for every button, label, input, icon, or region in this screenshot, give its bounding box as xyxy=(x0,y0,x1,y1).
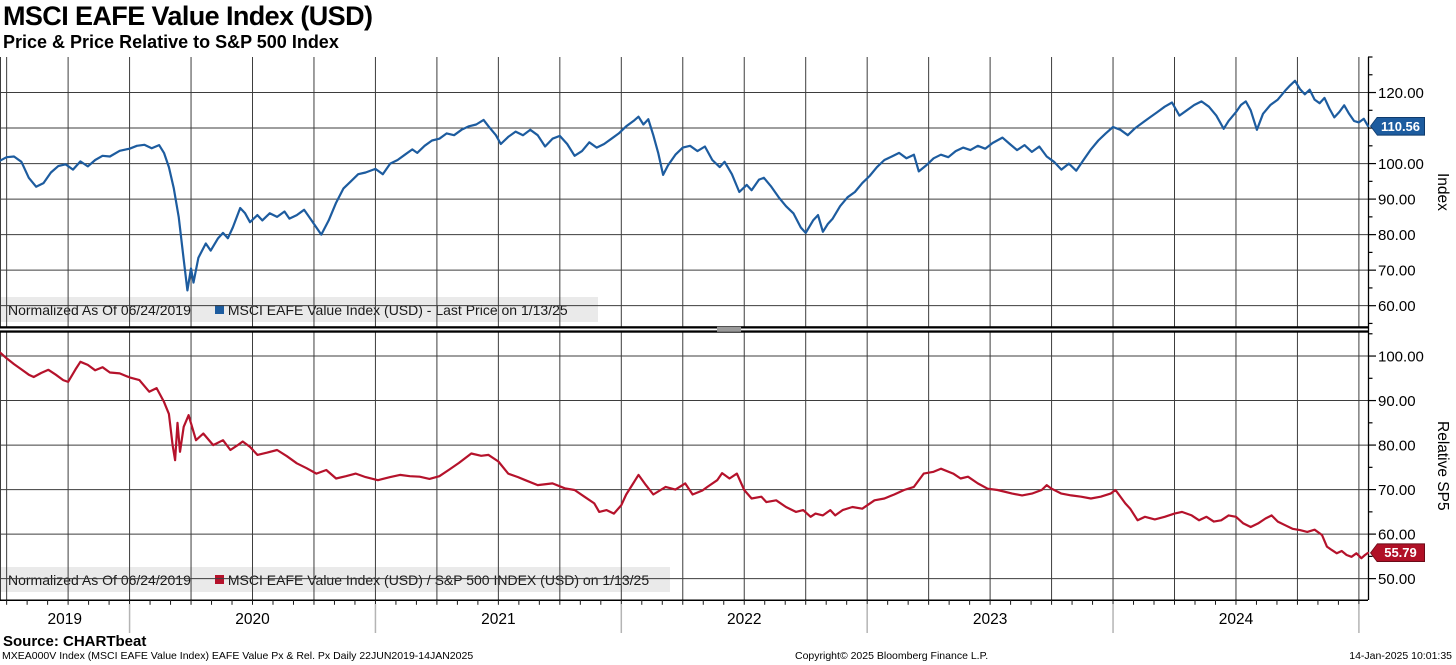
ticker-meta-label: MXEA000V Index (MSCI EAFE Value Index) E… xyxy=(2,650,474,662)
year-label: 2021 xyxy=(481,611,515,628)
y-axis-title-index: Index xyxy=(1434,173,1451,211)
panel-separator-top xyxy=(0,326,1368,329)
legend-series-relative[interactable]: MSCI EAFE Value Index (USD) / S&P 500 IN… xyxy=(227,571,650,588)
last-price-badge-relative-value-wrap: 55.79 xyxy=(1371,544,1424,562)
legend-swatch-red xyxy=(214,575,224,584)
y-tick-label: 90.00 xyxy=(1378,192,1416,209)
copyright-label: Copyright© 2025 Bloomberg Finance L.P. xyxy=(795,650,989,662)
price-series-line xyxy=(0,79,1370,292)
timestamp-label: 14-Jan-2025 10:01:35 xyxy=(1349,650,1452,662)
panel-resize-handle[interactable] xyxy=(717,326,741,332)
y-tick-label: 100.00 xyxy=(1378,156,1424,173)
year-label: 2020 xyxy=(235,611,270,628)
y-tick-label: 70.00 xyxy=(1378,263,1416,280)
legend-relative-panel: Normalized As Of 06/24/2019 MSCI EAFE Va… xyxy=(0,567,670,592)
relative-series-line xyxy=(0,351,1370,560)
y-tick-label: 120.00 xyxy=(1378,85,1424,102)
y-tick-label: 50.00 xyxy=(1378,571,1416,588)
legend-swatch-blue xyxy=(214,305,224,314)
normalized-as-of-label: Normalized As Of 06/24/2019 xyxy=(8,571,191,588)
panel-separator-bottom xyxy=(0,330,1368,333)
year-label: 2024 xyxy=(1219,611,1254,628)
y-tick-label: 100.00 xyxy=(1378,349,1424,366)
last-price-badge-relative: 55.79 xyxy=(1370,543,1425,563)
chart-title: MSCI EAFE Value Index (USD) xyxy=(3,1,373,31)
y-tick-label: 60.00 xyxy=(1378,527,1416,544)
last-price-value-relative: 55.79 xyxy=(1384,545,1417,561)
legend-series-price[interactable]: MSCI EAFE Value Index (USD) - Last Price… xyxy=(227,301,568,318)
y-tick-label: 70.00 xyxy=(1378,482,1416,499)
source-label: Source: CHARTbeat xyxy=(3,633,147,650)
y-tick-label: 80.00 xyxy=(1378,227,1416,244)
y-axis-title-relative-sp5: Relative SP5 xyxy=(1434,421,1451,511)
last-price-badge-index-value-wrap: 110.56 xyxy=(1371,117,1424,135)
year-label: 2023 xyxy=(973,611,1007,628)
chart-subtitle: Price & Price Relative to S&P 500 Index xyxy=(3,32,339,52)
y-tick-label: 90.00 xyxy=(1378,393,1416,410)
last-price-value-index: 110.56 xyxy=(1380,118,1421,134)
y-tick-label: 60.00 xyxy=(1378,298,1416,315)
normalized-as-of-label: Normalized As Of 06/24/2019 xyxy=(8,301,191,318)
last-price-badge-index: 110.56 xyxy=(1370,116,1425,136)
year-label: 2022 xyxy=(727,611,761,628)
year-label: 2019 xyxy=(48,611,82,628)
legend-price-panel: Normalized As Of 06/24/2019 MSCI EAFE Va… xyxy=(0,297,598,322)
y-tick-label: 80.00 xyxy=(1378,438,1416,455)
